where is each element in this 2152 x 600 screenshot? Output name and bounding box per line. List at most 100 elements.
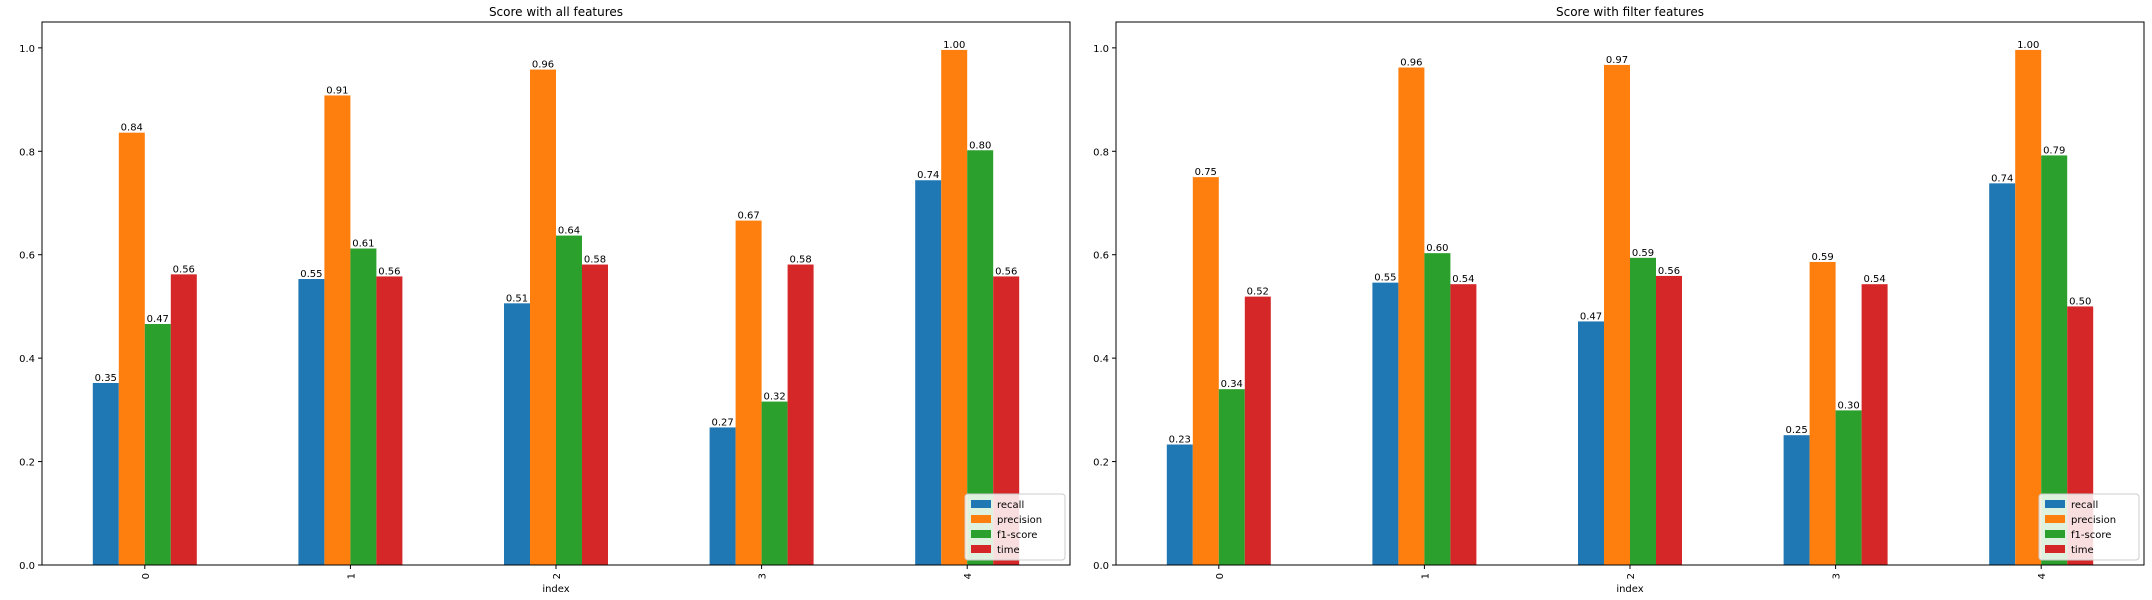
- y-tick-label: 0.4: [19, 354, 35, 365]
- legend-swatch-f1-score: [2045, 530, 2065, 538]
- bar-value-label: 0.52: [1247, 287, 1269, 298]
- legend-entry: precision: [2071, 515, 2116, 526]
- legend-entry: f1-score: [997, 530, 1037, 541]
- bar-precision: [1192, 177, 1219, 565]
- bar-value-label: 0.60: [1426, 243, 1448, 254]
- legend-entry: time: [2071, 545, 2094, 556]
- bar-precision: [1398, 67, 1425, 565]
- bar-value-label: 1.00: [2017, 40, 2039, 51]
- bar-value-label: 0.84: [121, 123, 143, 134]
- x-tick-label: 3: [1832, 573, 1843, 579]
- legend: recall precision f1-score time: [2038, 493, 2140, 561]
- x-tick-label: 4: [963, 573, 974, 579]
- bar-value-label: 0.79: [2043, 145, 2065, 156]
- legend-swatch-f1-score: [971, 530, 991, 538]
- legend: recall precision f1-score time: [964, 493, 1066, 561]
- bar-time: [376, 276, 403, 565]
- y-tick-label: 1.0: [19, 44, 35, 55]
- x-axis-label: index: [542, 584, 569, 595]
- bar-recall: [1578, 321, 1604, 565]
- x-tick-label: 1: [1420, 573, 1431, 579]
- bar-f1-score: [144, 324, 171, 565]
- bar-value-label: 0.64: [558, 226, 580, 237]
- bar-value-label: 0.51: [506, 293, 528, 304]
- bar-value-label: 0.55: [300, 269, 322, 280]
- bar-value-label: 0.59: [1811, 252, 1833, 263]
- bar-value-label: 1.00: [943, 40, 965, 51]
- bar-value-label: 0.32: [763, 392, 785, 403]
- chart-panel-0: Score with all features 0.0 0.2 0.4 0.6 0.8 1.…: [19, 5, 1071, 595]
- legend-entry: f1-score: [2071, 530, 2111, 541]
- bar-value-label: 0.59: [1632, 248, 1654, 259]
- bar-value-label: 0.96: [532, 60, 554, 71]
- bar-value-label: 0.67: [737, 211, 759, 222]
- bar-precision: [530, 69, 556, 565]
- bar-value-label: 0.25: [1785, 425, 1807, 436]
- bar-precision: [735, 220, 762, 565]
- bar-value-label: 0.58: [789, 255, 811, 266]
- bar-value-label: 0.74: [1991, 173, 2013, 184]
- y-tick-label: 0.8: [19, 147, 35, 158]
- legend-swatch-recall: [2045, 500, 2065, 508]
- bar-recall: [1166, 444, 1193, 565]
- bar-precision: [1604, 64, 1630, 566]
- legend-entry: recall: [997, 500, 1024, 511]
- bar-f1-score: [761, 401, 788, 565]
- bar-time: [787, 264, 814, 565]
- bar-value-label: 0.35: [95, 373, 117, 384]
- bar-value-label: 0.58: [584, 255, 606, 266]
- bar-value-label: 0.91: [326, 85, 348, 96]
- bar-time: [1244, 296, 1271, 565]
- bar-precision: [118, 132, 145, 565]
- legend-swatch-time: [2045, 545, 2065, 553]
- x-tick-label: 4: [2037, 573, 2048, 579]
- plot-frame: [41, 21, 1071, 566]
- bar-value-label: 0.56: [995, 266, 1017, 277]
- bar-recall: [504, 303, 530, 565]
- bar-value-label: 0.23: [1169, 435, 1191, 446]
- bar-f1-score: [1630, 257, 1656, 565]
- plot-frame: [1115, 21, 2145, 566]
- chart-panel-1: Score with filter features 0.0 0.2 0.4 0.6 0.…: [1093, 5, 2145, 595]
- bar-time: [170, 274, 197, 565]
- bar-time: [1861, 284, 1888, 565]
- bar-recall: [1372, 282, 1399, 565]
- bar-f1-score: [1835, 410, 1862, 565]
- bar-value-label: 0.75: [1195, 167, 1217, 178]
- bar-value-label: 0.56: [1658, 266, 1680, 277]
- legend-entry: precision: [997, 515, 1042, 526]
- y-tick-label: 1.0: [1093, 44, 1109, 55]
- bar-recall: [1783, 435, 1810, 565]
- bar-value-label: 0.47: [1580, 311, 1602, 322]
- y-tick-label: 0.0: [1093, 561, 1109, 572]
- bar-recall: [92, 382, 119, 565]
- bar-recall: [1989, 183, 2016, 565]
- chart-title: Score with filter features: [1556, 5, 1704, 19]
- x-tick-label: 2: [1626, 573, 1637, 579]
- legend-box: [2038, 493, 2140, 561]
- y-tick-label: 0.2: [1093, 458, 1109, 469]
- bar-value-label: 0.34: [1221, 379, 1243, 390]
- x-tick-label: 3: [758, 573, 769, 579]
- bar-f1-score: [350, 248, 377, 565]
- legend-swatch-precision: [2045, 515, 2065, 523]
- bar-f1-score: [1218, 389, 1245, 565]
- bar-value-label: 0.54: [1452, 274, 1474, 285]
- x-tick-label: 0: [1215, 573, 1226, 579]
- y-tick-label: 0.6: [1093, 251, 1109, 262]
- bar-precision: [1809, 261, 1836, 565]
- bar-value-label: 0.50: [2069, 296, 2091, 307]
- bar-recall: [915, 180, 942, 565]
- bar-recall: [298, 279, 325, 565]
- bar-recall: [709, 427, 736, 565]
- y-tick-label: 0.6: [19, 251, 35, 262]
- bar-time: [1450, 284, 1477, 565]
- y-tick-label: 0.0: [19, 561, 35, 572]
- bar-value-label: 0.56: [378, 266, 400, 277]
- y-tick-label: 0.8: [1093, 147, 1109, 158]
- bar-value-label: 0.54: [1863, 274, 1885, 285]
- bar-precision: [324, 95, 351, 565]
- bar-value-label: 0.96: [1400, 58, 1422, 69]
- bar-time: [1656, 275, 1682, 565]
